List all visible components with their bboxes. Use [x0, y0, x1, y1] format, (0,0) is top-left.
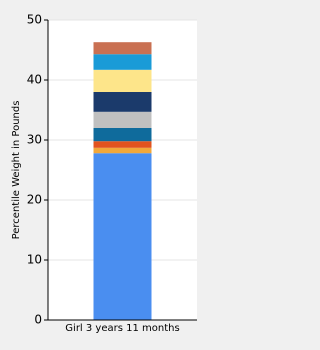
y-tick-label: 40 [27, 73, 42, 87]
bar-segment [93, 92, 152, 112]
y-tick-label: 20 [27, 193, 42, 207]
y-tick-label: 50 [27, 13, 42, 27]
bar-segment [93, 111, 152, 128]
bar-segment [93, 54, 152, 70]
chart: Percentile Weight in Pounds 0 10 20 30 40 50 G… [11, 13, 197, 334]
y-tick-label: 30 [27, 133, 42, 147]
y-axis-label: Percentile Weight in Pounds [11, 101, 22, 240]
x-tick-label: Girl 3 years 11 months [65, 323, 179, 334]
bar-segment [93, 147, 152, 154]
bar-segment [93, 69, 152, 92]
bar-segment [93, 153, 152, 320]
y-tick-label: 0 [34, 313, 42, 327]
bar-segment [93, 141, 152, 148]
bar-segment [93, 128, 152, 142]
y-tick-label: 10 [27, 253, 42, 267]
bar-segment [93, 42, 152, 55]
